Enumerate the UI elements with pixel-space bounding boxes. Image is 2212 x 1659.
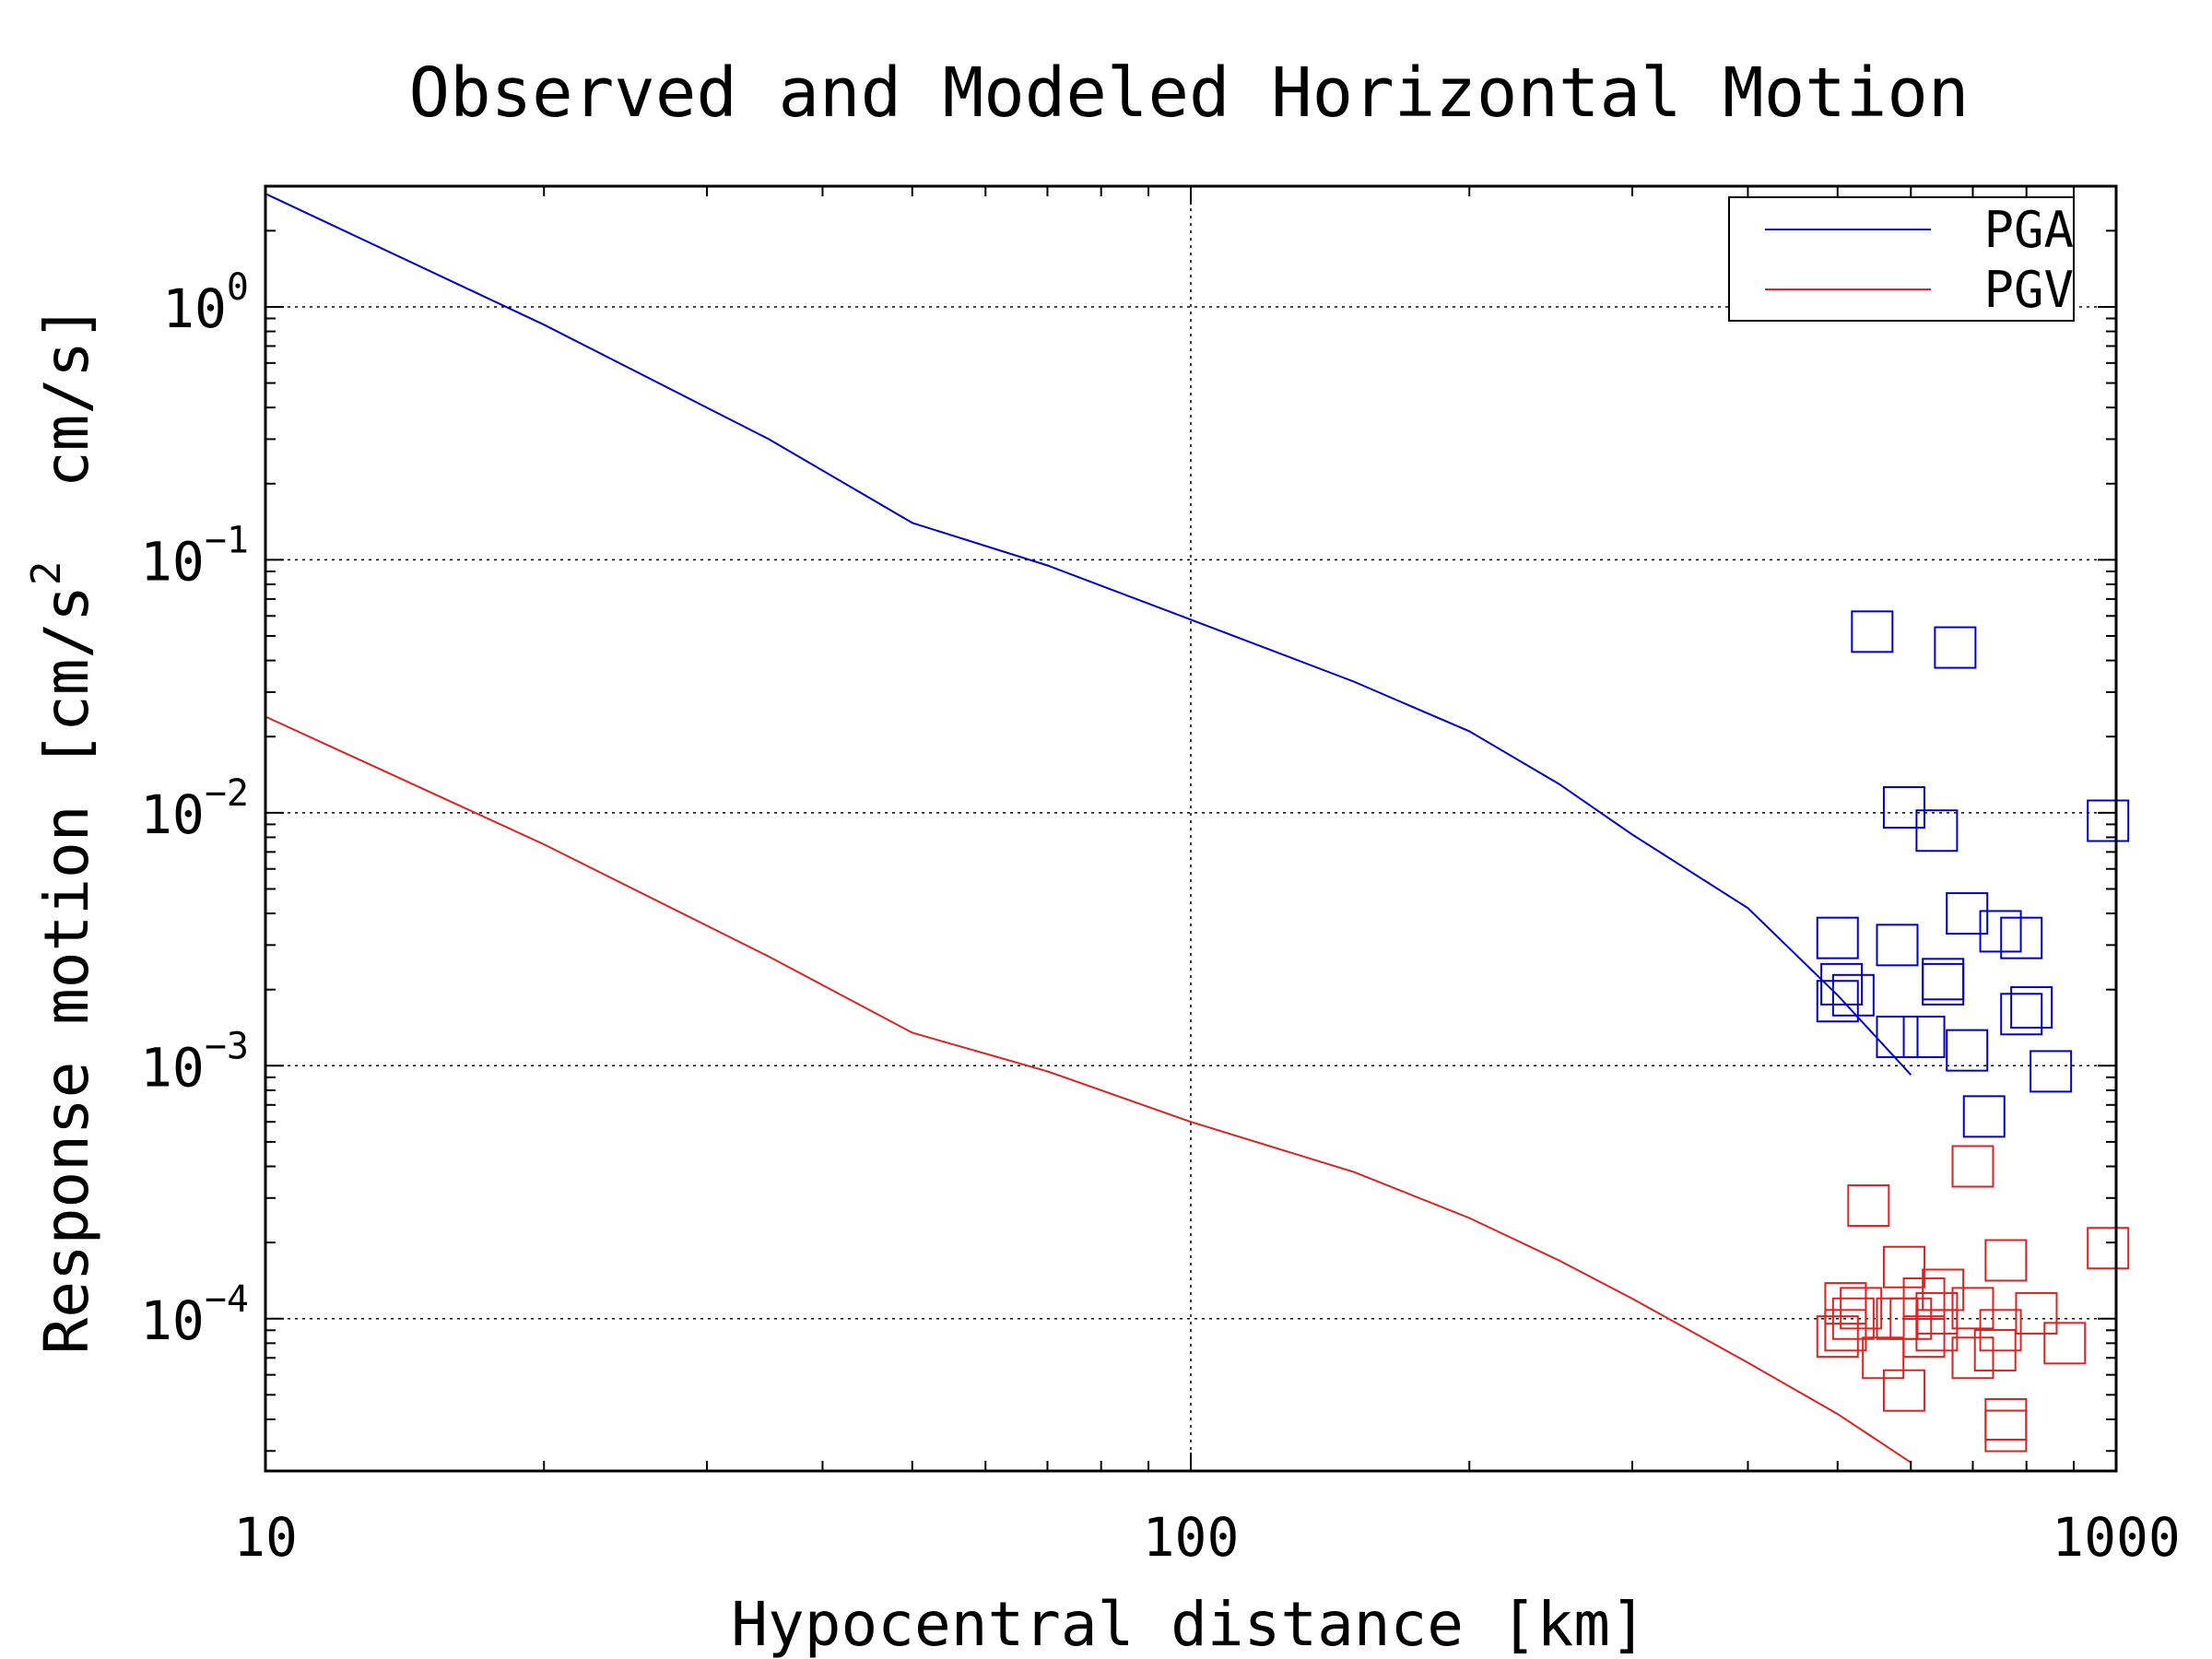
data-point-pga (1946, 1029, 1989, 1072)
data-point-pgv (1847, 1184, 1890, 1228)
data-point-pga (1934, 626, 1977, 669)
data-point-pgv (1889, 1297, 1933, 1340)
data-point-pga (1816, 980, 1859, 1023)
data-point-pgv (1831, 1297, 1875, 1340)
data-point-pgv (1915, 1309, 1959, 1352)
legend-label-pga: PGA (1983, 201, 2074, 259)
series-line-pga (265, 193, 1912, 1076)
data-point-pga (1922, 958, 1965, 1001)
data-point-pga (1820, 962, 1864, 1006)
y-tick-exponent: −4 (205, 1278, 249, 1321)
data-point-pgv (1984, 1239, 2028, 1282)
data-point-pga (1851, 610, 1894, 653)
x-tick-label: 100 (1143, 1506, 1240, 1569)
data-point-pga (1962, 1095, 2006, 1138)
y-axis-label-superscript: 2 (23, 561, 70, 586)
data-point-pga (1816, 916, 1859, 959)
legend: PGA PGV (1728, 196, 2075, 322)
y-tick-label: 10−4 (140, 1278, 249, 1352)
y-tick-base: 10 (140, 783, 205, 846)
y-tick-label: 100 (162, 266, 249, 340)
data-point-pgv (1840, 1287, 1883, 1330)
x-tick-label: 1000 (2052, 1506, 2181, 1569)
data-point-pga (1915, 809, 1959, 853)
y-axis-label-unit: cm/s] (31, 304, 102, 560)
series-line-pgv (265, 715, 1912, 1464)
data-point-pgv (2043, 1322, 2087, 1365)
y-tick-base: 10 (140, 530, 205, 593)
y-axis-label-group: Response motion [cm/s2 cm/s] (23, 304, 102, 1354)
x-axis-label: Hypocentral distance [km] (731, 1589, 1646, 1659)
data-point-pgv (2087, 1227, 2130, 1270)
data-point-pgv (1951, 1336, 1994, 1380)
data-point-pga (1876, 1016, 1919, 1059)
y-tick-exponent: −1 (205, 519, 249, 561)
y-tick-base: 10 (140, 1036, 205, 1099)
data-point-pga (2087, 799, 2130, 842)
data-point-pgv (1816, 1315, 1859, 1359)
data-point-pga (2000, 916, 2043, 959)
data-point-pga (1946, 892, 1989, 935)
data-point-pga (1902, 1016, 1946, 1059)
data-point-pga (1882, 786, 1925, 830)
y-tick-exponent: −2 (205, 772, 249, 815)
plot-frame (264, 184, 2118, 1473)
y-axis-label: Response motion [cm/s2 cm/s] (23, 304, 102, 1354)
y-tick-label: 10−3 (140, 1025, 249, 1099)
data-point-pgv (1984, 1397, 2028, 1441)
y-tick-base: 10 (162, 277, 227, 340)
y-tick-label: 10−1 (140, 519, 249, 593)
data-point-pgv (2015, 1291, 2058, 1335)
y-axis-label-text: Response motion [cm/s (31, 585, 102, 1354)
legend-box (1728, 196, 2075, 322)
x-tick-label: 10 (233, 1506, 298, 1569)
y-tick-exponent: 0 (227, 266, 249, 309)
data-point-pgv (1951, 1287, 1994, 1330)
data-point-pga (1876, 924, 1919, 967)
data-point-pgv (1824, 1282, 1867, 1325)
grid-lines (265, 186, 2116, 1471)
data-point-pga (2010, 986, 2053, 1030)
data-point-pgv (1951, 1145, 1994, 1188)
data-point-pgv (1902, 1315, 1946, 1359)
chart-title: Observed and Modeled Horizontal Motion (409, 53, 1970, 133)
data-point-pga (2030, 1050, 2073, 1093)
legend-label-pgv: PGV (1983, 261, 2074, 319)
data-point-pgv (1824, 1309, 1867, 1352)
data-point-pga (2000, 993, 2043, 1036)
y-tick-base: 10 (140, 1289, 205, 1352)
data-point-pgv (1984, 1409, 2028, 1453)
series-points (1816, 610, 2130, 1453)
data-point-pgv (1882, 1369, 1925, 1412)
y-tick-exponent: −3 (205, 1025, 249, 1067)
data-point-pga (1831, 973, 1875, 1017)
axis-ticks (265, 185, 2116, 1471)
y-tick-label: 10−2 (140, 772, 249, 846)
series-lines (265, 193, 1912, 1464)
data-point-pga (1922, 962, 1965, 1006)
data-point-pgv (1973, 1329, 2017, 1372)
